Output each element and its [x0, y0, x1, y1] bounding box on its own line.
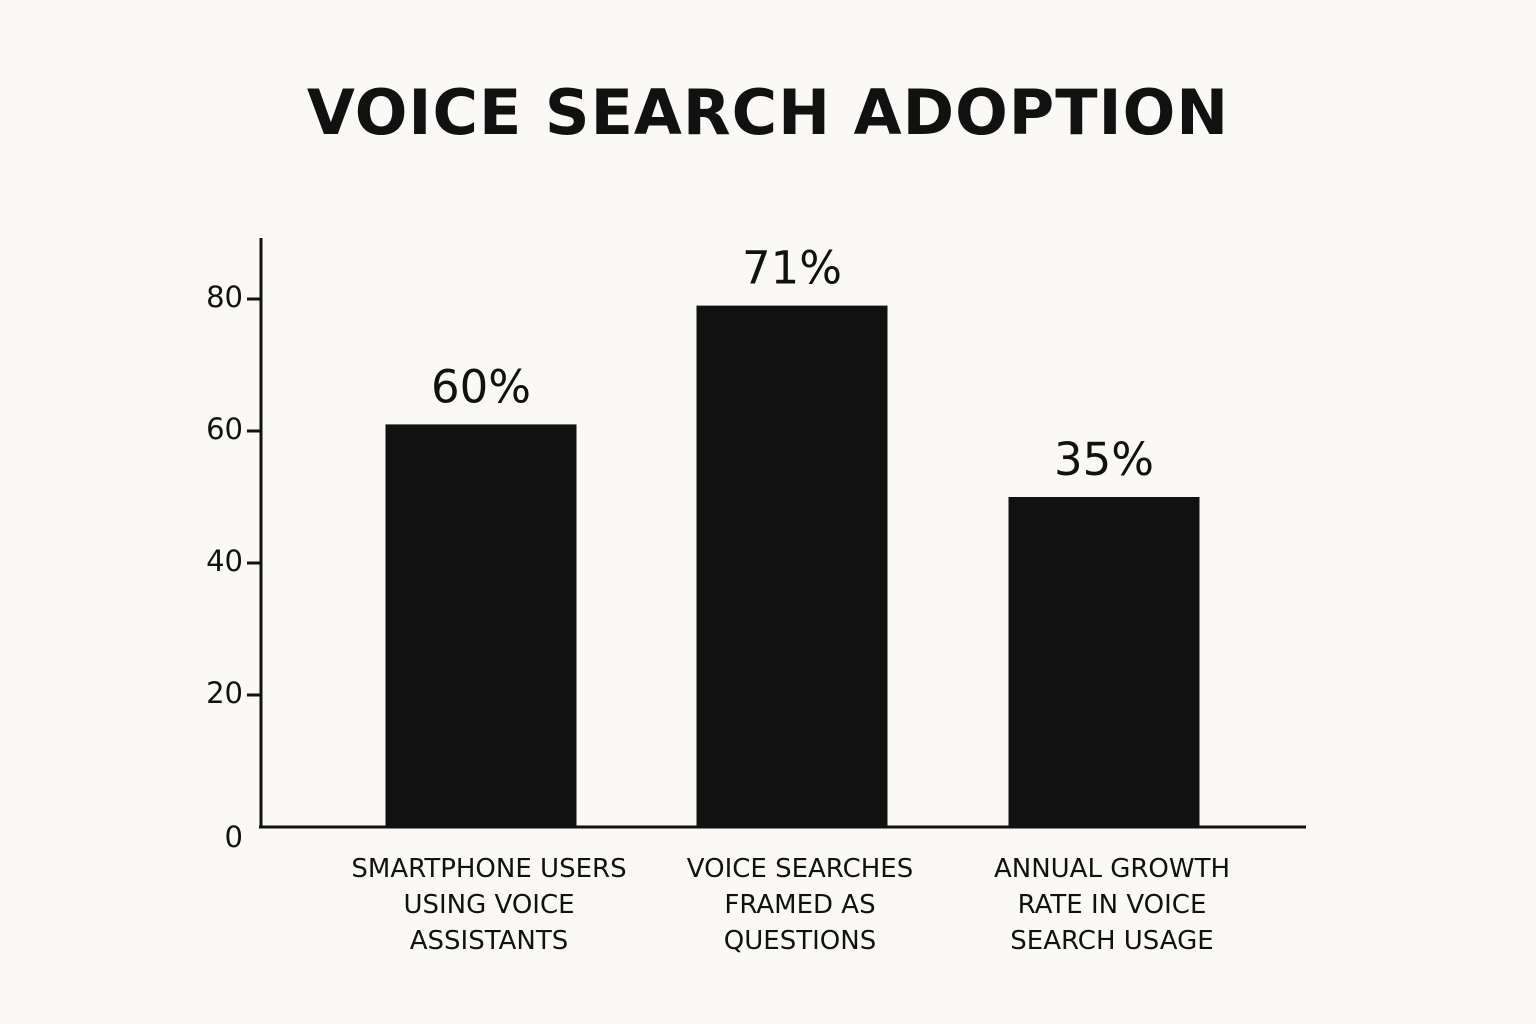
x-tick-label-line: ANNUAL GROWTH — [994, 854, 1230, 884]
y-tick-label: 0 — [225, 820, 243, 854]
x-tick-label-line: ASSISTANTS — [410, 926, 568, 956]
x-tick-label-line: RATE IN VOICE — [1018, 890, 1207, 920]
x-tick-label: VOICE SEARCHES FRAMED AS QUESTIONS — [687, 854, 913, 956]
data-labels: 60% 71% 35% — [431, 242, 1154, 486]
x-tick-label: ANNUAL GROWTH RATE IN VOICE SEARCH USAGE — [994, 854, 1230, 956]
y-tick-label: 80 — [206, 280, 243, 314]
x-tick-label-line: QUESTIONS — [724, 926, 876, 956]
x-tick-label-line: USING VOICE — [403, 890, 574, 920]
x-tick-label-line: FRAMED AS — [724, 890, 875, 920]
bar — [1008, 497, 1200, 827]
bars — [385, 305, 1200, 828]
y-tick-label: 60 — [206, 412, 243, 446]
bar — [696, 305, 888, 828]
bar — [385, 424, 577, 827]
y-tick-label: 20 — [206, 676, 243, 710]
x-tick-label-line: SEARCH USAGE — [1010, 926, 1213, 956]
y-axis: 0 20 40 60 80 — [206, 238, 263, 854]
category-labels: SMARTPHONE USERS USING VOICE ASSISTANTS VOI… — [351, 854, 1230, 956]
data-label: 35% — [1054, 433, 1154, 486]
x-tick-label-line: SMARTPHONE USERS — [351, 854, 626, 884]
data-label: 60% — [431, 360, 531, 413]
x-tick-label: SMARTPHONE USERS USING VOICE ASSISTANTS — [351, 854, 626, 956]
x-tick-label-line: VOICE SEARCHES — [687, 854, 913, 884]
data-label: 71% — [742, 242, 842, 295]
chart-title: VOICE SEARCH ADOPTION — [306, 76, 1230, 149]
y-tick-label: 40 — [206, 544, 243, 578]
